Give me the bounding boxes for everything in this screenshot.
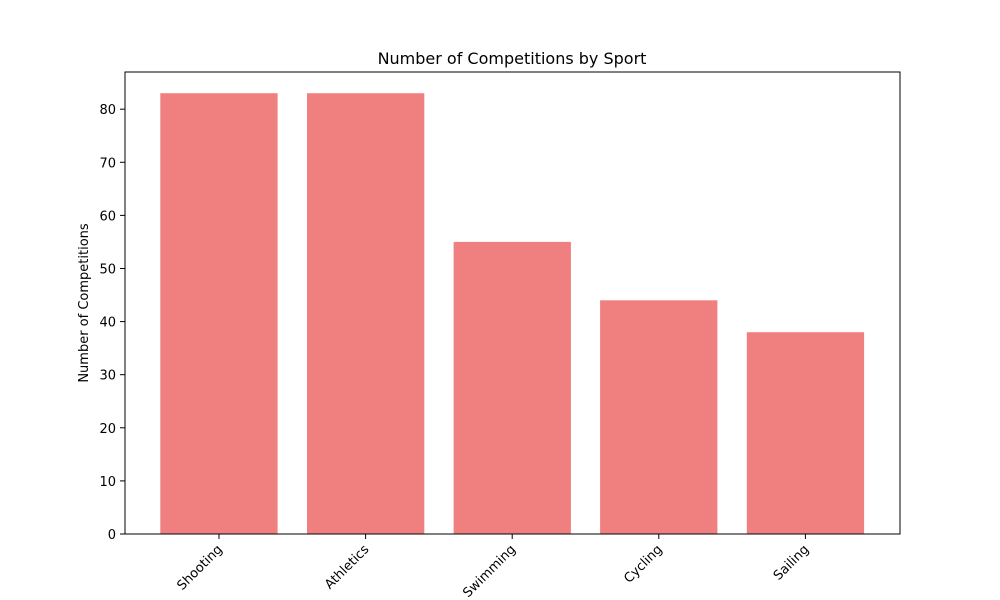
y-tick-label: 10 <box>99 475 116 490</box>
x-tick-label: Cycling <box>621 542 665 586</box>
y-tick-label: 50 <box>99 262 116 277</box>
y-tick-label: 40 <box>99 316 116 331</box>
x-tick-label: Shooting <box>174 542 225 593</box>
y-axis-label: Number of Competitions <box>77 223 92 383</box>
x-tick-label: Athletics <box>322 542 373 593</box>
bar-shooting <box>160 93 278 534</box>
y-tick-label: 0 <box>108 528 116 543</box>
plot-frame <box>124 71 901 535</box>
y-axis: 0 10 20 30 40 50 60 70 80 <box>99 103 125 543</box>
x-tick-label: Swimming <box>460 542 519 600</box>
bar-swimming <box>453 241 571 534</box>
bar-cycling <box>600 300 718 534</box>
y-tick-label: 70 <box>99 156 116 171</box>
bar-sailing <box>746 332 865 534</box>
y-tick-label: 20 <box>99 422 116 437</box>
bar-athletics <box>307 93 425 534</box>
y-tick-label: 60 <box>99 209 116 224</box>
bars-group <box>160 93 865 534</box>
x-tick-label: Sailing <box>771 542 812 583</box>
y-tick-label: 80 <box>99 103 116 118</box>
y-tick-label: 30 <box>99 369 116 384</box>
x-axis: Shooting Athletics Swimming Cycling Sailing <box>174 534 812 600</box>
chart-title: Number of Competitions by Sport <box>378 49 647 68</box>
